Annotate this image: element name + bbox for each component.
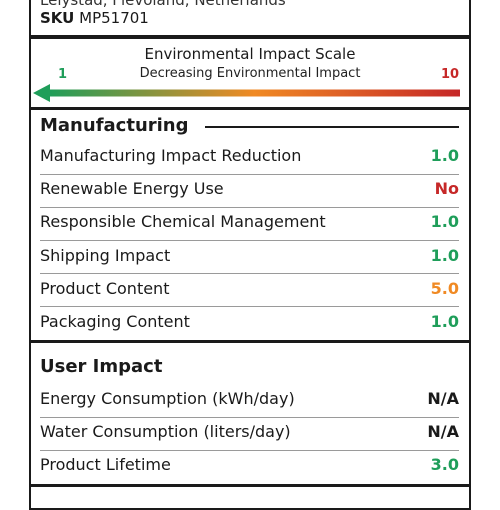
sku-line: SKU MP51701 [40, 9, 149, 27]
row-label: Packaging Content [40, 312, 190, 331]
footer-divider [31, 484, 469, 487]
row-divider [40, 450, 459, 451]
row-label: Shipping Impact [40, 246, 171, 265]
row-value: 5.0 [430, 279, 459, 298]
row-label: Renewable Energy Use [40, 179, 224, 198]
row-label: Water Consumption (liters/day) [40, 422, 291, 441]
row-divider [40, 273, 459, 274]
row-divider [40, 174, 459, 175]
section-title-user-impact: User Impact [40, 356, 163, 377]
scale-max-label: 10 [441, 67, 460, 82]
row-divider [40, 240, 459, 241]
header-divider [31, 35, 469, 39]
row-divider [40, 207, 459, 208]
row-label: Product Content [40, 279, 170, 298]
impact-scale-bar [33, 84, 460, 102]
row-label: Responsible Chemical Management [40, 212, 326, 231]
location-text: Lelystad, Flevoland, Netherlands [40, 0, 286, 9]
row-divider [40, 306, 459, 307]
row-value: 1.0 [430, 246, 459, 265]
scale-divider [31, 107, 469, 110]
row-value: 1.0 [430, 146, 459, 165]
section-divider [31, 340, 469, 343]
row-value: N/A [427, 389, 459, 408]
section-rule-manufacturing [205, 126, 459, 128]
scale-title: Environmental Impact Scale [144, 45, 356, 63]
row-label: Energy Consumption (kWh/day) [40, 389, 295, 408]
row-value: 1.0 [430, 212, 459, 231]
scale-gradient-band [48, 89, 460, 97]
row-value: 1.0 [430, 312, 459, 331]
row-label: Manufacturing Impact Reduction [40, 146, 302, 165]
row-divider [40, 417, 459, 418]
row-value: 3.0 [430, 455, 459, 474]
row-value: No [434, 179, 459, 198]
row-value: N/A [427, 422, 459, 441]
row-label: Product Lifetime [40, 455, 171, 474]
scale-arrow-head [33, 84, 50, 102]
sku-value: MP51701 [79, 9, 149, 27]
scale-subtitle: Decreasing Environmental Impact [139, 66, 361, 81]
scale-min-label: 1 [58, 67, 68, 82]
section-title-manufacturing: Manufacturing [40, 115, 189, 136]
sku-label: SKU [40, 9, 75, 27]
